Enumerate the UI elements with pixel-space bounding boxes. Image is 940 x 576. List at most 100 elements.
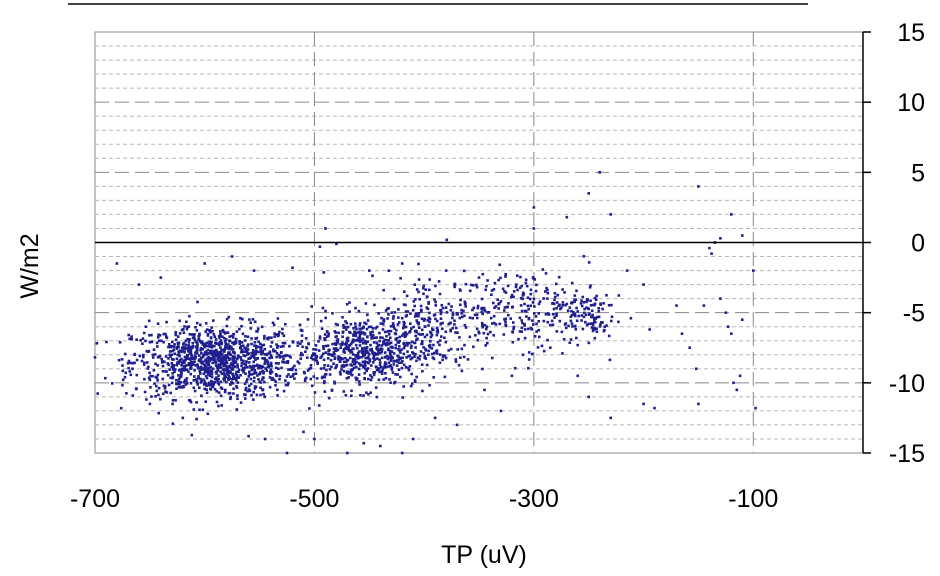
data-point xyxy=(144,325,148,328)
data-point xyxy=(375,365,378,369)
data-point xyxy=(460,347,464,351)
data-point xyxy=(458,288,462,291)
data-point xyxy=(270,370,274,374)
data-point xyxy=(147,319,151,323)
data-point xyxy=(367,393,370,396)
data-point xyxy=(190,433,194,437)
data-point xyxy=(187,349,190,353)
data-point xyxy=(153,382,156,385)
data-point xyxy=(492,288,496,291)
data-point xyxy=(238,342,242,345)
data-point xyxy=(372,341,376,344)
data-point xyxy=(205,328,209,331)
data-point xyxy=(364,348,367,352)
data-point xyxy=(499,300,503,303)
data-point xyxy=(203,387,206,391)
data-point xyxy=(204,368,207,372)
data-point xyxy=(455,423,459,427)
data-point xyxy=(364,342,368,345)
data-point xyxy=(177,377,181,381)
data-point xyxy=(228,357,232,360)
data-point xyxy=(143,361,146,365)
data-point xyxy=(273,335,276,338)
data-point xyxy=(475,327,479,331)
data-point xyxy=(324,227,327,230)
data-point xyxy=(512,295,515,299)
data-point xyxy=(423,335,427,339)
data-point xyxy=(208,359,211,362)
data-point xyxy=(188,352,192,355)
data-point xyxy=(388,350,392,353)
data-point xyxy=(276,394,279,397)
data-point xyxy=(225,338,228,341)
data-point xyxy=(374,326,378,330)
data-point xyxy=(390,350,394,354)
data-point xyxy=(561,288,564,291)
data-point xyxy=(516,288,519,292)
data-point xyxy=(520,330,523,333)
data-point xyxy=(121,383,124,387)
data-point xyxy=(322,358,326,362)
data-point xyxy=(174,333,177,336)
data-point xyxy=(225,371,229,374)
data-point xyxy=(591,322,594,325)
data-point xyxy=(392,381,396,385)
data-point xyxy=(481,272,485,276)
data-point xyxy=(472,284,475,287)
data-point xyxy=(595,294,598,298)
data-point xyxy=(189,345,193,349)
data-point xyxy=(245,349,249,353)
data-point xyxy=(482,306,486,310)
data-point xyxy=(587,192,590,195)
data-point xyxy=(587,261,591,264)
data-point xyxy=(376,357,379,360)
data-point xyxy=(472,306,476,310)
data-point xyxy=(223,373,226,376)
data-point xyxy=(428,383,431,387)
data-point xyxy=(147,376,151,380)
data-point xyxy=(547,313,551,316)
data-point xyxy=(364,364,367,367)
data-point xyxy=(174,399,177,402)
data-point xyxy=(389,359,393,362)
data-point xyxy=(451,313,455,317)
data-point xyxy=(233,377,237,381)
data-point xyxy=(134,387,138,390)
data-point xyxy=(104,376,107,380)
data-point xyxy=(328,373,332,376)
data-point xyxy=(206,356,209,360)
data-point xyxy=(278,330,281,334)
data-point xyxy=(357,367,361,371)
data-point xyxy=(143,377,146,381)
data-point xyxy=(362,352,365,355)
data-point xyxy=(410,327,413,330)
data-point xyxy=(741,234,744,237)
data-point xyxy=(726,325,730,328)
data-point xyxy=(369,325,373,329)
data-point xyxy=(511,340,515,344)
data-point xyxy=(370,334,374,338)
data-point xyxy=(589,304,593,307)
data-point xyxy=(516,274,519,277)
data-point xyxy=(386,357,390,361)
data-point xyxy=(158,334,162,337)
data-point xyxy=(323,373,327,376)
data-point xyxy=(569,315,573,319)
data-point xyxy=(248,389,252,393)
data-point xyxy=(732,381,735,385)
data-point xyxy=(504,317,508,321)
data-point xyxy=(244,346,248,350)
data-point xyxy=(321,306,325,310)
data-point xyxy=(162,332,166,336)
data-point xyxy=(525,315,528,318)
data-point xyxy=(502,333,506,336)
data-point xyxy=(449,347,453,351)
data-point xyxy=(186,325,189,329)
data-point xyxy=(303,379,307,383)
data-point xyxy=(214,352,217,356)
data-point xyxy=(397,321,401,324)
data-point xyxy=(115,262,119,265)
data-point xyxy=(383,363,387,367)
data-point xyxy=(182,359,185,362)
data-point xyxy=(583,311,586,315)
